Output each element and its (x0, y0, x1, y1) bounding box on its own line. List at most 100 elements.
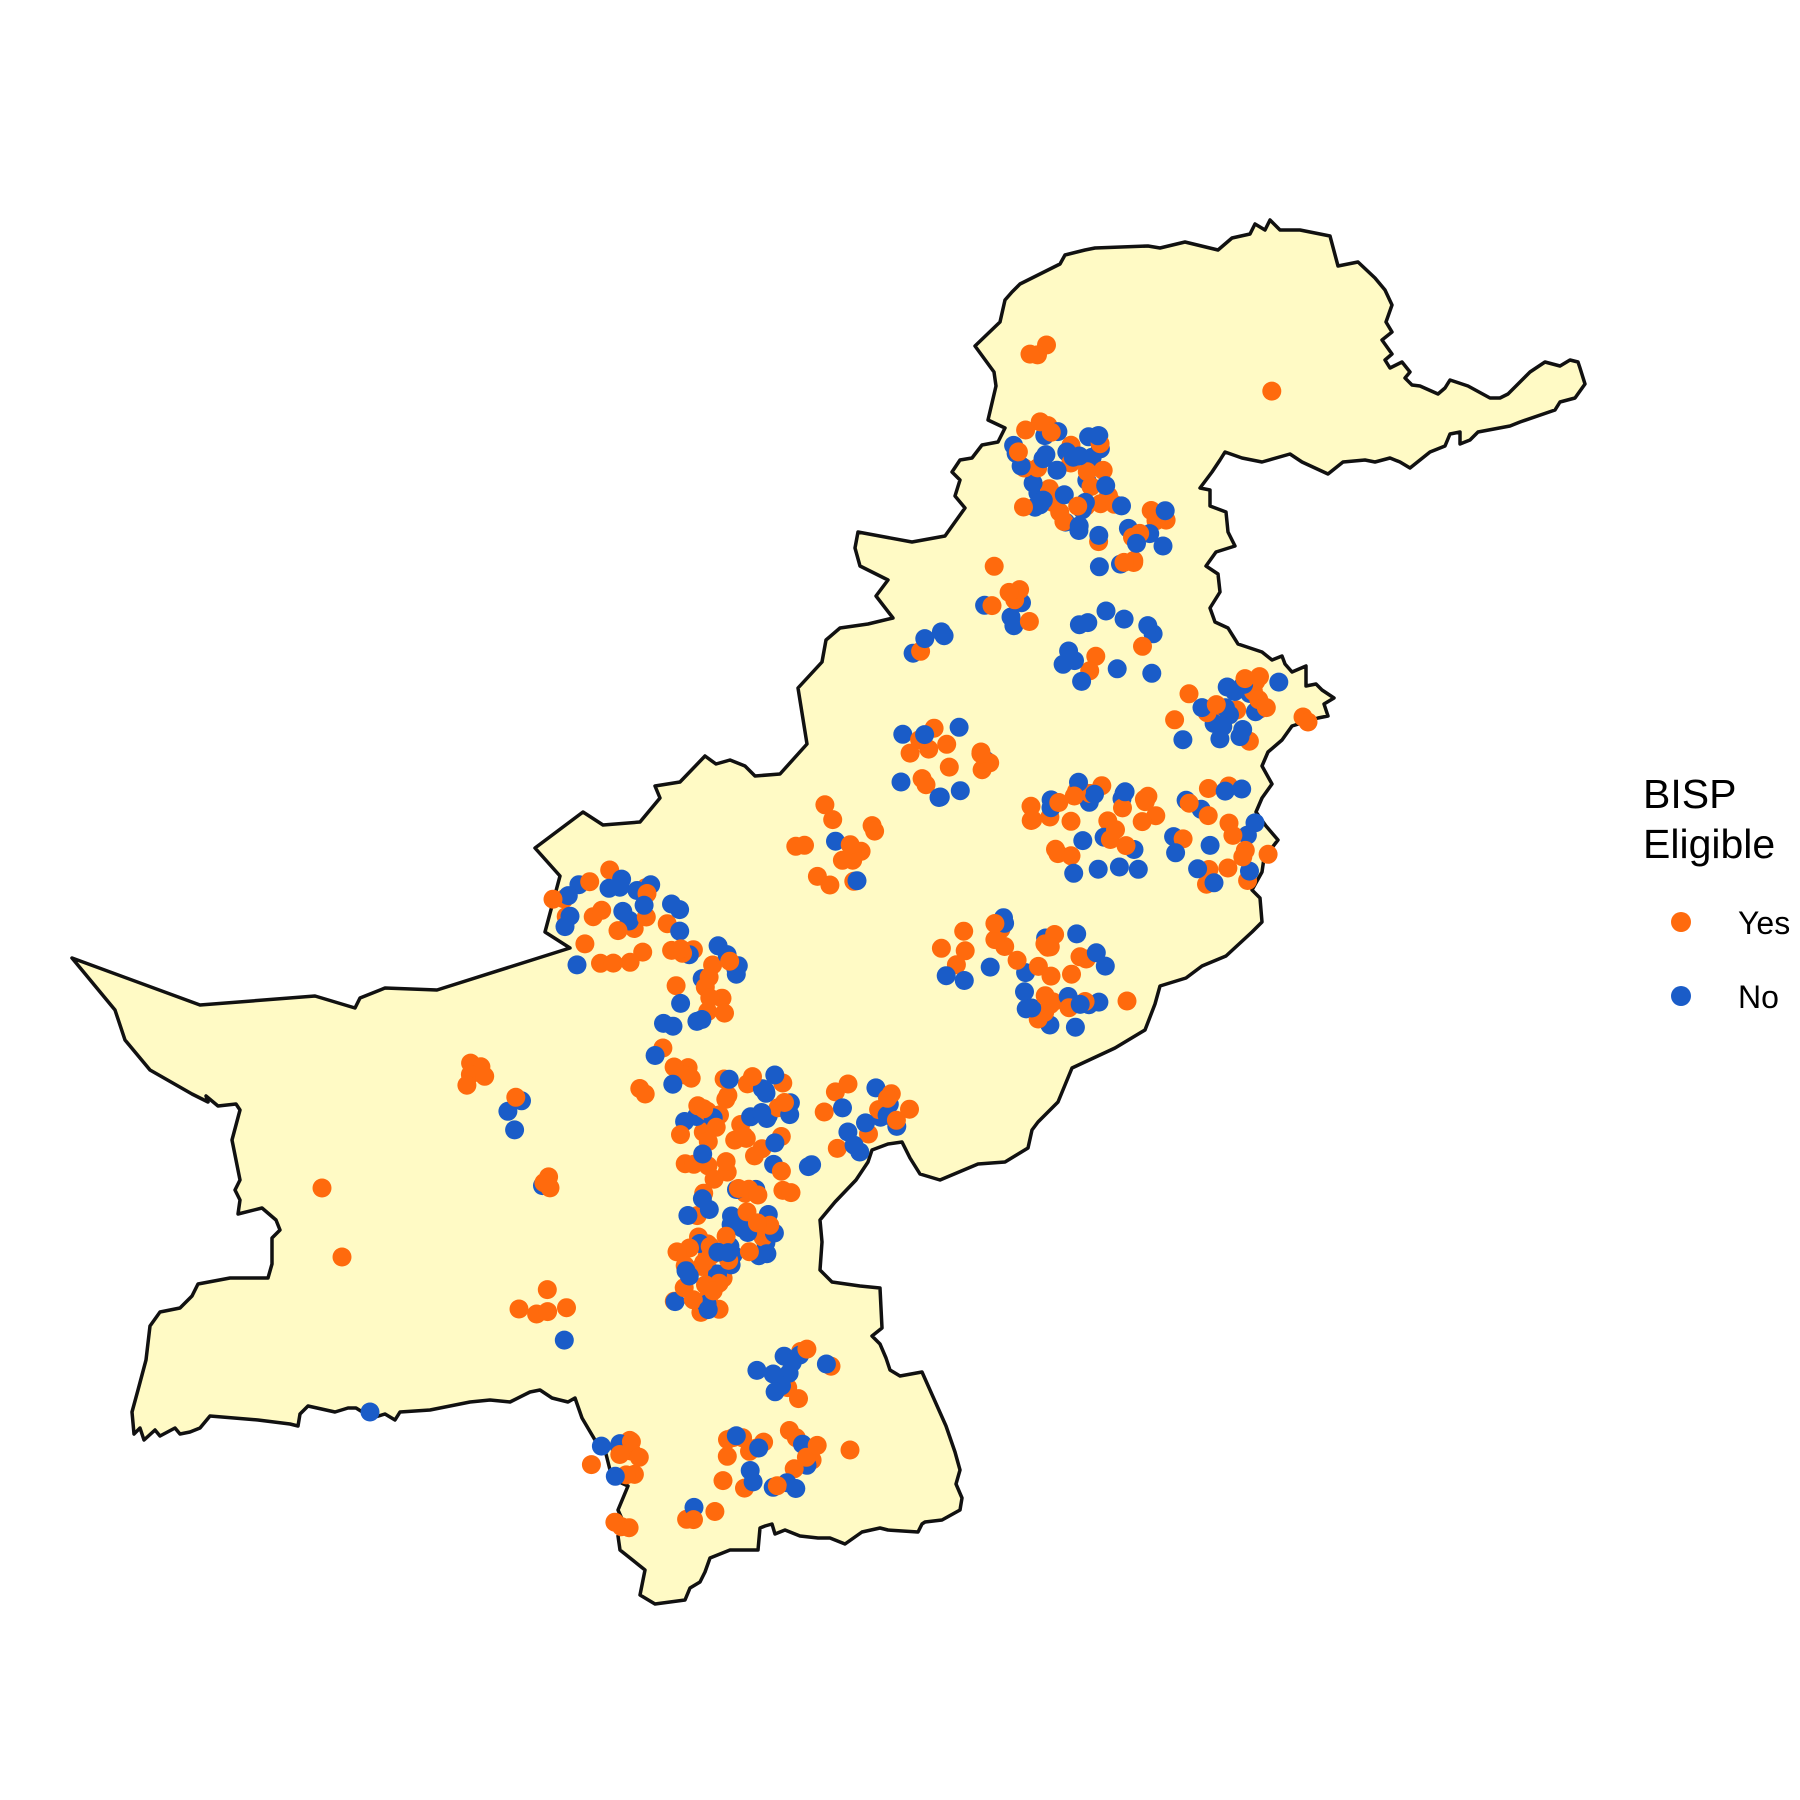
eligible-no-point (931, 622, 951, 642)
eligible-no-point (826, 831, 845, 851)
eligible-no-point (1192, 698, 1212, 718)
eligible-no-point (743, 1472, 763, 1492)
eligible-no-point (1095, 956, 1115, 976)
eligible-yes-point (1116, 836, 1136, 856)
eligible-no-point (1142, 663, 1162, 683)
eligible-yes-point (1021, 811, 1041, 830)
eligible-yes-point (683, 1290, 703, 1310)
eligible-no-point (1065, 1017, 1085, 1037)
eligible-no-point (1089, 557, 1109, 577)
eligible-no-point (1054, 485, 1074, 505)
eligible-yes-point (715, 1003, 734, 1023)
eligible-no-point (613, 901, 633, 921)
eligible-no-point (1096, 476, 1116, 496)
eligible-no-point (678, 1206, 698, 1225)
eligible-yes-point (807, 866, 827, 886)
eligible-yes-point (667, 1242, 687, 1262)
eligible-no-point (1089, 525, 1109, 545)
eligible-no-point (936, 966, 956, 986)
eligible-yes-point (1016, 420, 1036, 440)
eligible-no-point (599, 878, 619, 898)
eligible-yes-point (684, 1510, 703, 1530)
eligible-yes-point (767, 1476, 787, 1496)
eligible-yes-point (620, 952, 640, 972)
eligible-yes-point (575, 934, 595, 954)
eligible-no-point (1069, 615, 1089, 635)
eligible-yes-point (827, 1138, 847, 1158)
eligible-no-point (1088, 426, 1108, 446)
legend-title: BISP (1643, 771, 1736, 817)
eligible-yes-point (840, 1440, 860, 1460)
eligible-yes-point (1206, 695, 1226, 715)
eligible-yes-point (1179, 793, 1199, 813)
eligible-yes-point (832, 850, 852, 870)
eligible-yes-point (1134, 789, 1154, 809)
eligible-yes-point (1133, 636, 1152, 656)
legend-key-no (1671, 986, 1691, 1006)
eligible-no-point (1213, 717, 1233, 736)
eligible-no-point (765, 1382, 785, 1402)
eligible-yes-point (716, 1226, 736, 1246)
eligible-yes-point (840, 835, 860, 855)
eligible-yes-point (1081, 477, 1101, 496)
eligible-yes-point (666, 976, 686, 996)
eligible-no-point (844, 1135, 864, 1155)
eligible-yes-point (797, 1339, 817, 1359)
eligible-no-point (798, 1157, 818, 1177)
eligible-no-point (847, 871, 867, 891)
eligible-yes-point (743, 1067, 762, 1087)
eligible-yes-point (581, 1455, 601, 1475)
eligible-no-point (1153, 536, 1173, 556)
eligible-yes-point (955, 941, 975, 961)
eligible-yes-point (748, 1185, 768, 1205)
eligible-yes-point (815, 795, 835, 815)
eligible-yes-point (838, 1074, 858, 1094)
eligible-yes-point (747, 1213, 767, 1233)
eligible-yes-point (475, 1066, 495, 1086)
eligible-yes-point (457, 1075, 477, 1095)
eligible-yes-point (633, 942, 653, 962)
eligible-yes-point (1262, 381, 1282, 401)
eligible-yes-point (878, 1088, 897, 1108)
eligible-yes-point (635, 1084, 655, 1104)
eligible-yes-point (775, 1093, 794, 1112)
eligible-yes-point (717, 1446, 737, 1466)
eligible-yes-point (1114, 552, 1134, 572)
eligible-no-point (505, 1120, 525, 1140)
eligible-yes-point (538, 1302, 558, 1322)
eligible-yes-point (703, 1281, 723, 1301)
eligible-yes-point (865, 821, 885, 841)
eligible-yes-point (886, 1110, 906, 1130)
eligible-no-point (693, 1144, 713, 1164)
eligible-no-point (954, 971, 974, 990)
legend-title-line-2: Eligible (1643, 821, 1775, 867)
eligible-yes-point (984, 556, 1004, 576)
eligible-no-point (662, 894, 681, 914)
eligible-yes-point (720, 951, 740, 971)
eligible-yes-point (1040, 937, 1060, 957)
eligible-yes-point (1019, 612, 1039, 631)
legend-label-yes: Yes (1738, 905, 1790, 941)
eligible-no-point (980, 957, 1000, 977)
eligible-no-point (1204, 873, 1224, 893)
eligible-yes-point (662, 940, 682, 960)
eligible-yes-point (1165, 710, 1185, 730)
eligible-no-point (1033, 449, 1053, 469)
eligible-no-point (1188, 859, 1208, 879)
eligible-yes-point (312, 1178, 332, 1198)
eligible-no-point (1070, 994, 1090, 1014)
eligible-yes-point (728, 1179, 748, 1198)
eligible-no-point (1109, 857, 1129, 877)
eligible-yes-point (939, 757, 959, 777)
eligible-no-point (747, 1360, 767, 1380)
eligible-yes-point (543, 889, 563, 909)
eligible-no-point (699, 1200, 719, 1219)
eligible-yes-point (795, 835, 814, 855)
eligible-yes-point (771, 1161, 791, 1181)
data-points (312, 335, 1318, 1538)
eligible-yes-point (1198, 779, 1218, 798)
eligible-no-point (1088, 859, 1108, 879)
eligible-no-point (591, 1436, 611, 1456)
eligible-no-point (1085, 784, 1104, 804)
